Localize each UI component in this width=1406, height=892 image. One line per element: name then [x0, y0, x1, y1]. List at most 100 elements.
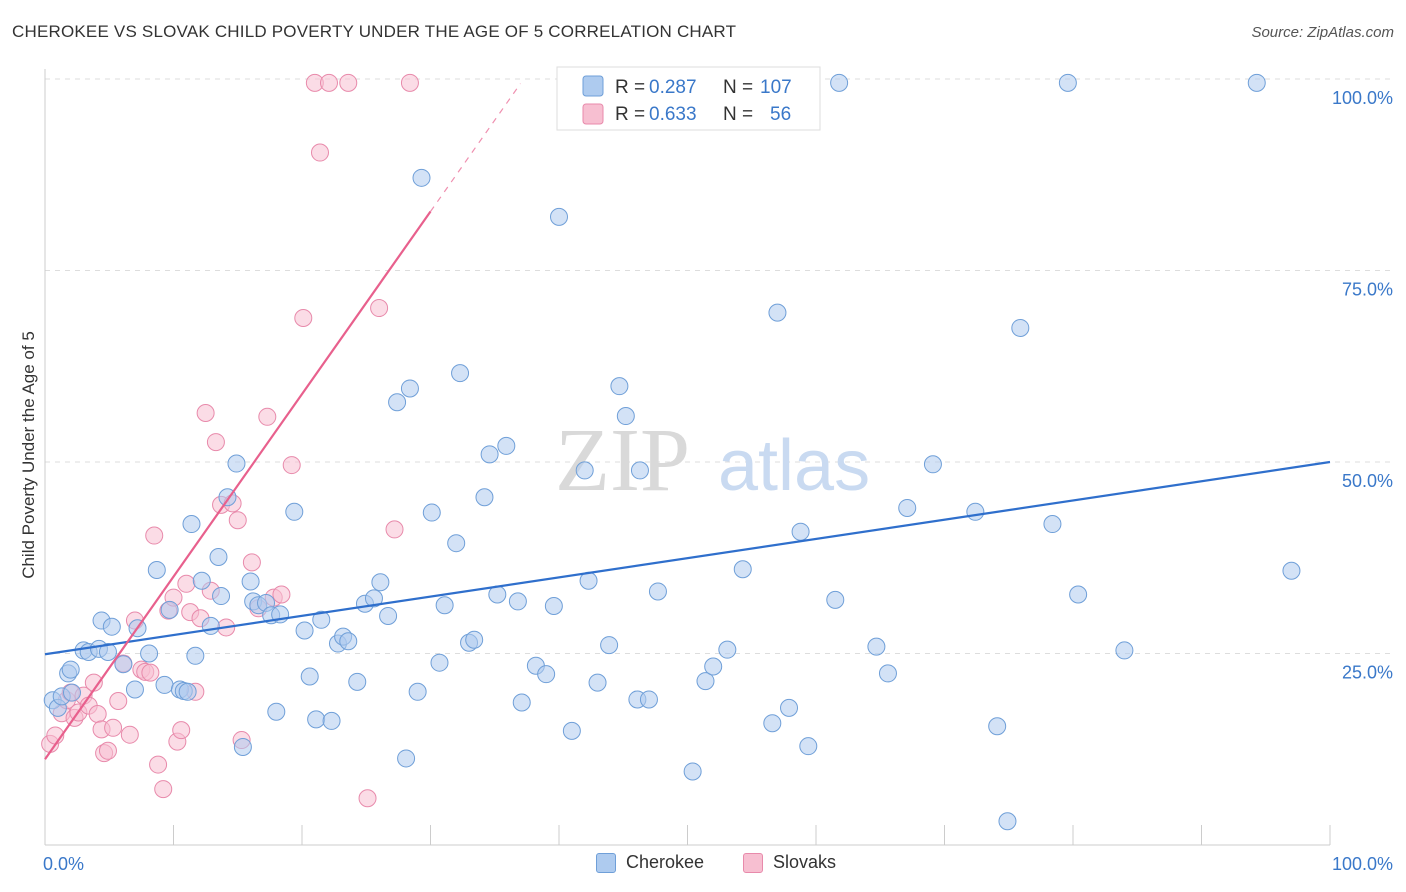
cherokee-point: [348, 672, 367, 691]
cherokee-point: [285, 502, 304, 521]
cherokee-point: [878, 664, 897, 683]
cherokee-point: [447, 534, 466, 553]
cherokee-point: [998, 812, 1017, 831]
cherokee-point: [648, 582, 667, 601]
cherokee-point: [125, 680, 144, 699]
cherokee-point: [102, 617, 121, 636]
trend-lines: [44, 83, 1331, 760]
cherokee-point: [537, 665, 556, 684]
slovak-trend-extension: [430, 83, 521, 212]
cherokee-point: [233, 737, 252, 756]
slovak-point: [282, 456, 301, 475]
y-tick-label: 75.0%: [1342, 280, 1393, 300]
cherokee-point: [430, 653, 449, 672]
cherokee-point: [62, 683, 81, 702]
cherokee-point: [98, 642, 117, 661]
cherokee-point: [830, 73, 849, 92]
slovak-point: [98, 741, 117, 760]
slovak-point: [319, 73, 338, 92]
cherokee-point: [1115, 641, 1134, 660]
cherokee-points: [43, 73, 1301, 831]
cherokee-point: [400, 379, 419, 398]
slovak-point: [400, 73, 419, 92]
cherokee-point: [791, 522, 810, 541]
cherokee-point: [300, 667, 319, 686]
cherokee-point: [780, 698, 799, 717]
cherokee-point: [544, 597, 563, 616]
cherokee-point: [512, 693, 531, 712]
cherokee-point: [600, 636, 619, 655]
cherokee-point: [186, 646, 205, 665]
cherokee-point: [826, 590, 845, 609]
bottom-legend-cherokee: Cherokee: [596, 852, 704, 873]
cherokee-point: [408, 682, 427, 701]
cherokee-point: [1058, 73, 1077, 92]
slovak-point: [385, 520, 404, 539]
slovak-point: [370, 299, 389, 318]
cherokee-point: [696, 672, 715, 691]
slovak-point: [104, 718, 123, 737]
legend-n-label: N =: [723, 104, 753, 125]
cherokee-point: [1069, 585, 1088, 604]
cherokee-point: [799, 737, 818, 756]
cherokee-point: [212, 587, 231, 606]
slovak-points: [41, 73, 419, 808]
cherokee-point: [630, 461, 649, 480]
cherokee-point: [160, 600, 179, 619]
slovak-point: [88, 705, 107, 724]
legend-r-value: 0.633: [649, 104, 697, 125]
cherokee-point: [988, 717, 1007, 736]
slovak-point: [339, 73, 358, 92]
cherokee-trend-line: [44, 460, 1331, 656]
cherokee-point: [147, 561, 166, 580]
bottom-legend-label: Cherokee: [626, 852, 705, 872]
chart-title: CHEROKEE VS SLOVAK CHILD POVERTY UNDER T…: [12, 22, 737, 41]
cherokee-point: [209, 547, 228, 566]
legend-r-label: R =: [615, 104, 645, 125]
cherokee-point: [763, 714, 782, 733]
y-tick-label: 100.0%: [1332, 88, 1393, 108]
y-tick-label: 50.0%: [1342, 471, 1393, 491]
slovak-point: [228, 511, 247, 530]
legend-n-label: N =: [723, 77, 753, 98]
cherokee-point: [267, 702, 286, 721]
cherokee-point: [610, 377, 629, 396]
cherokee-point: [683, 762, 702, 781]
slovaks-swatch: [743, 852, 763, 873]
cherokee-point: [61, 660, 80, 679]
slovak-point: [272, 585, 291, 604]
legend-swatch-cherokee: [582, 75, 604, 97]
slovak-point: [258, 407, 277, 426]
bottom-legend-slovaks: Slovaks: [743, 852, 836, 873]
legend: R = 0.287 N = 107 R = 0.633 N = 56: [556, 66, 821, 131]
cherokee-point: [562, 721, 581, 740]
watermark-atlas: atlas: [718, 426, 870, 506]
bottom-legend-label: Slovaks: [773, 852, 837, 872]
cherokee-point: [388, 393, 407, 412]
cherokee-point: [178, 682, 197, 701]
cherokee-point: [1011, 318, 1030, 337]
cherokee-point: [182, 515, 201, 534]
gridlines: [45, 78, 1393, 654]
cherokee-point: [422, 503, 441, 522]
cherokee-point: [733, 560, 752, 579]
cherokee-point: [465, 630, 484, 649]
cherokee-point: [588, 673, 607, 692]
cherokee-point: [397, 749, 416, 768]
slovak-point: [141, 663, 160, 682]
slovak-point: [242, 553, 261, 572]
y-axis-label: Child Poverty Under the Age of 5: [19, 331, 38, 579]
cherokee-point: [704, 657, 723, 676]
cherokee-point: [140, 644, 159, 663]
cherokee-point: [312, 610, 331, 629]
cherokee-point: [480, 445, 499, 464]
cherokee-point: [227, 454, 246, 473]
cherokee-point: [616, 407, 635, 426]
slovak-point: [120, 725, 139, 744]
cherokee-point: [339, 632, 358, 651]
slovak-point: [109, 691, 128, 710]
cherokee-point: [508, 592, 527, 611]
legend-r-value: 0.287: [649, 77, 697, 98]
cherokee-swatch: [596, 852, 616, 873]
